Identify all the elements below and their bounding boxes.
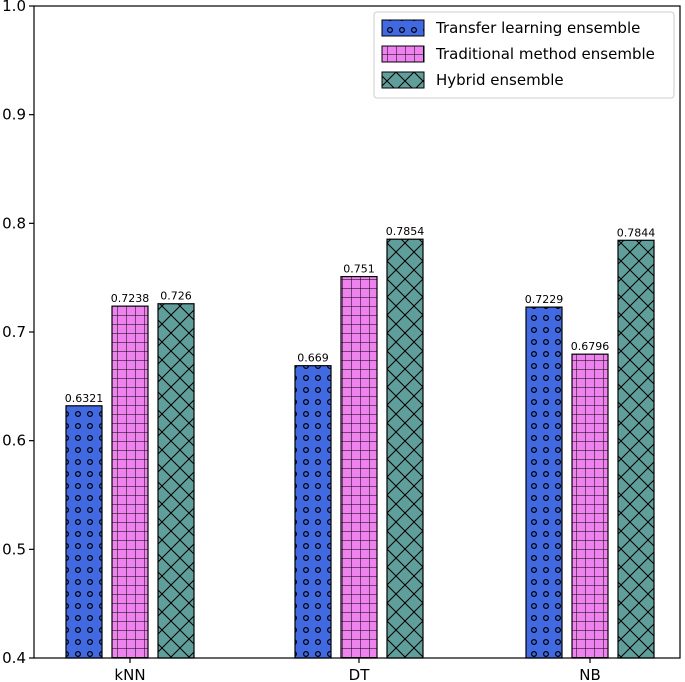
y-tick-label: 0.4: [2, 649, 26, 667]
x-tick-label: DT: [349, 666, 371, 682]
bar-nb-series-1: [525, 306, 563, 659]
legend-label: Transfer learning ensemble: [435, 19, 640, 37]
legend-swatch: [381, 71, 425, 89]
bar-value-label: 0.751: [343, 263, 375, 276]
bar-dt-series-3: [386, 238, 424, 659]
bar-value-label: 0.6321: [65, 392, 104, 405]
legend-label: Traditional method ensemble: [435, 45, 655, 63]
bar-dt-series-2: [340, 275, 378, 659]
bar-value-label: 0.7229: [525, 293, 564, 306]
bar-nb-series-3: [617, 239, 655, 659]
y-tick-label: 0.9: [2, 106, 26, 124]
bar-value-label: 0.7854: [386, 225, 425, 238]
y-tick-label: 0.6: [2, 432, 26, 450]
y-tick-label: 0.7: [2, 323, 26, 341]
bar-knn-series-2: [111, 305, 149, 659]
bar-value-label: 0.726: [160, 290, 192, 303]
bar-value-label: 0.7844: [617, 226, 656, 239]
y-tick-label: 0.5: [2, 540, 26, 558]
y-tick-label: 0.8: [2, 214, 26, 232]
bar-knn-series-3: [157, 303, 195, 659]
bar-dt-series-1: [294, 365, 332, 659]
bar-nb-series-2: [571, 353, 609, 659]
x-tick-label: NB: [579, 666, 601, 682]
legend-swatch: [381, 45, 425, 63]
y-tick-label: 1.0: [2, 0, 26, 15]
bar-value-label: 0.6796: [571, 340, 610, 353]
bar-knn-series-1: [65, 405, 103, 659]
bar-value-label: 0.7238: [111, 292, 150, 305]
legend-label: Hybrid ensemble: [436, 71, 564, 89]
legend-swatch: [381, 19, 425, 37]
x-tick-label: kNN: [114, 666, 145, 682]
bar-value-label: 0.669: [297, 352, 329, 365]
legend: [373, 11, 675, 99]
